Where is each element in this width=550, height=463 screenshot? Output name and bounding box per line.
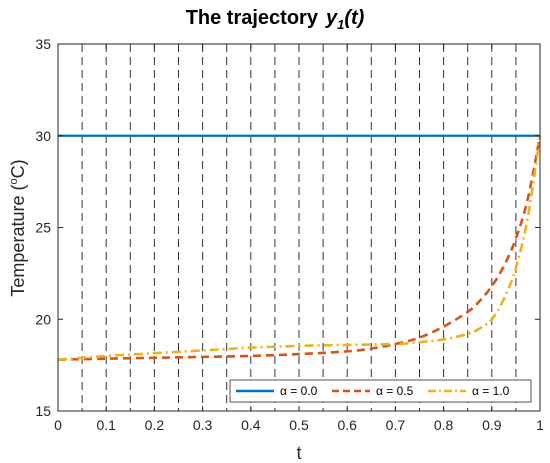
chart-title-arg: (t) — [344, 7, 364, 29]
y-tick-label: 30 — [35, 128, 51, 144]
y-tick-label: 35 — [35, 36, 51, 52]
y-tick-label: 15 — [35, 403, 51, 419]
x-tick-label: 0.3 — [193, 417, 213, 433]
y-axis-label-main: Temperature ( — [8, 185, 28, 297]
y-axis-label: Temperature (oC) — [8, 159, 28, 296]
y-tick-label: 20 — [35, 311, 51, 327]
series-group — [57, 134, 542, 361]
legend-label-alpha-0: α = 0.0 — [280, 384, 318, 398]
x-tick-label: 0.6 — [337, 417, 357, 433]
x-tick-label: 0.8 — [434, 417, 454, 433]
legend: α = 0.0 α = 0.5 α = 1.0 — [229, 379, 532, 403]
x-tick-label: 0 — [54, 417, 62, 433]
chart-title-var: y — [325, 7, 338, 29]
chart-title-sub: 1 — [337, 17, 344, 32]
x-tick-label: 0.1 — [96, 417, 116, 433]
legend-label-alpha-1: α = 1.0 — [472, 384, 510, 398]
x-tick-label: 0.4 — [241, 417, 261, 433]
chart-title-main: The trajectory — [186, 7, 319, 29]
x-tick-label: 0.2 — [145, 417, 165, 433]
x-tick-label: 0.5 — [289, 417, 309, 433]
grid-lines — [81, 44, 517, 411]
legend-label-alpha-0-5: α = 0.5 — [376, 384, 414, 398]
ticks: 0 0.1 0.2 0.3 0.4 0.5 0.6 0.7 0.8 0.9 1 15 20 25 30 35 — [35, 36, 544, 433]
chart-title: The trajectory y1(t) — [186, 7, 365, 32]
y-axis-label-sup: o — [8, 178, 20, 184]
x-axis-label: t — [296, 443, 301, 463]
y-tick-label: 25 — [35, 220, 51, 236]
y-axis-label-unit: C) — [8, 159, 28, 178]
series-line-alpha-1 — [57, 135, 542, 361]
x-tick-label: 0.7 — [386, 417, 406, 433]
legend-box — [229, 379, 532, 403]
x-tick-label: 0.9 — [482, 417, 502, 433]
x-tick-label: 1 — [536, 417, 544, 433]
